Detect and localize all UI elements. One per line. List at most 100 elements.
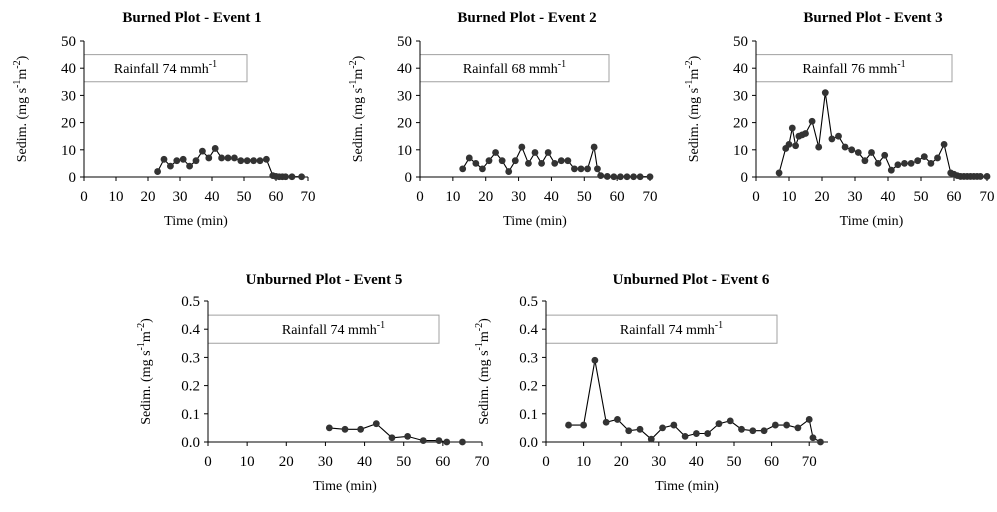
data-point	[256, 157, 264, 165]
data-point	[940, 140, 948, 148]
series-line	[778, 92, 987, 178]
y-tick-label: 0.5	[519, 294, 538, 310]
y-axis-label: Sedim. (mg s-1m-2)	[348, 55, 366, 162]
data-point	[927, 160, 935, 167]
chart-panel-3: Burned Plot - Event 3 Rainfall 76 mmh-1 0 1…	[684, 10, 995, 229]
x-tick-label: 20	[279, 454, 294, 470]
data-point	[564, 157, 572, 165]
x-tick-label: 10	[445, 189, 460, 205]
data-point	[881, 151, 889, 159]
data-point	[288, 173, 296, 181]
data-point	[920, 153, 928, 161]
data-point	[726, 417, 734, 425]
x-tick-label: 20	[614, 454, 629, 470]
data-point	[154, 168, 162, 175]
annotation-box	[84, 54, 248, 83]
annotation-box	[208, 314, 440, 344]
data-point	[231, 154, 238, 162]
data-point	[614, 416, 621, 423]
data-point	[173, 157, 181, 165]
x-tick-label: 40	[544, 189, 559, 205]
y-tick-label: 50	[733, 34, 748, 50]
series-line	[568, 360, 821, 443]
data-point	[298, 173, 305, 181]
x-tick-label: 40	[205, 189, 220, 205]
data-point	[792, 142, 799, 150]
series-line	[329, 423, 463, 443]
chart-panel-4: Unburned Plot - Event 5 Rainfall 74 mmh-1…	[136, 272, 490, 494]
y-tick-label: 40	[733, 61, 748, 77]
x-tick-label: 30	[318, 454, 333, 470]
y-tick-label: 20	[397, 116, 412, 132]
chart-title: Unburned Plot - Event 6	[613, 272, 770, 288]
data-point	[485, 157, 493, 165]
data-point	[584, 165, 591, 173]
data-point	[835, 132, 842, 140]
data-point	[848, 146, 856, 154]
data-point	[636, 425, 644, 433]
data-point	[160, 155, 168, 163]
y-axis-label: Sedim. (mg s-1m-2)	[684, 55, 702, 162]
y-tick-label: 10	[733, 143, 748, 159]
x-tick-label: 0	[542, 454, 550, 470]
y-tick-label: 0	[69, 170, 77, 186]
data-point	[868, 149, 875, 156]
x-tick-label: 10	[109, 189, 124, 205]
data-point	[636, 173, 644, 181]
y-tick-label: 0.4	[519, 322, 538, 338]
data-point	[894, 161, 902, 169]
chart-panel-2: Burned Plot - Event 2 Rainfall 68 mmh-1 0 1…	[348, 10, 658, 229]
x-tick-label: 30	[511, 189, 526, 205]
data-point	[205, 154, 213, 162]
x-tick-label: 70	[301, 189, 316, 205]
data-point	[459, 438, 466, 446]
y-tick-label: 50	[397, 34, 412, 50]
y-axis-label: Sedim. (mg s-1m-2)	[136, 318, 154, 425]
data-point	[610, 173, 618, 181]
data-point	[815, 143, 823, 151]
data-point	[443, 438, 451, 446]
x-tick-label: 40	[689, 454, 704, 470]
x-tick-label: 70	[643, 189, 658, 205]
x-tick-label: 70	[802, 454, 817, 470]
y-axis-label: Sedim. (mg s-1m-2)	[12, 55, 30, 162]
x-axis-label: Time (min)	[313, 479, 377, 494]
y-tick-label: 0.2	[519, 379, 538, 395]
annotation-box	[546, 314, 778, 344]
data-point	[597, 172, 605, 180]
x-tick-label: 20	[478, 189, 493, 205]
x-tick-label: 60	[764, 454, 779, 470]
y-tick-label: 0.2	[181, 379, 200, 395]
data-point	[623, 173, 631, 181]
data-point	[557, 157, 565, 165]
annotation-box	[420, 54, 610, 83]
x-tick-label: 40	[881, 189, 896, 205]
data-point	[805, 416, 813, 423]
x-axis-label: Time (min)	[840, 214, 904, 229]
data-point	[783, 421, 791, 429]
y-tick-label: 10	[397, 143, 412, 159]
y-tick-label: 0.1	[519, 407, 538, 423]
data-point	[325, 424, 333, 432]
y-tick-label: 0.3	[181, 350, 200, 366]
data-point	[492, 149, 499, 156]
data-point	[681, 432, 689, 440]
x-tick-label: 60	[947, 189, 962, 205]
x-tick-label: 0	[416, 189, 424, 205]
data-point	[901, 160, 908, 167]
data-point	[788, 124, 796, 132]
data-point	[479, 165, 486, 173]
x-tick-label: 20	[141, 189, 156, 205]
x-tick-label: 60	[269, 189, 284, 205]
y-tick-label: 30	[733, 88, 748, 104]
rainfall-annotation: Rainfall 76 mmh-1	[802, 59, 905, 77]
data-point	[357, 425, 365, 433]
x-tick-label: 10	[782, 189, 797, 205]
x-tick-label: 20	[815, 189, 830, 205]
data-point	[435, 437, 443, 444]
data-point	[459, 165, 467, 173]
data-point	[544, 149, 552, 156]
y-tick-label: 0	[741, 170, 749, 186]
